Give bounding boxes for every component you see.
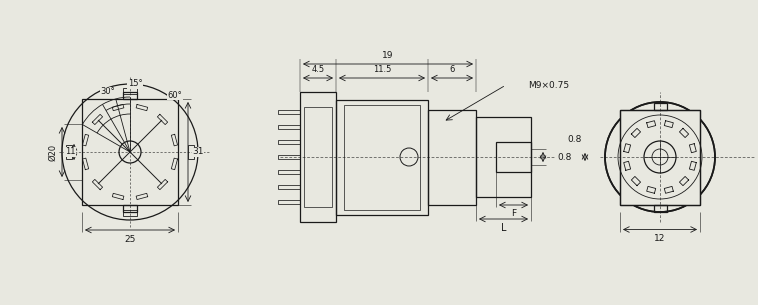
Text: 31: 31 bbox=[193, 148, 204, 156]
Bar bbox=[123, 205, 137, 212]
Text: 30°: 30° bbox=[101, 88, 115, 96]
Text: M9×0.75: M9×0.75 bbox=[528, 81, 569, 89]
Text: 4.5: 4.5 bbox=[312, 66, 324, 74]
Bar bbox=[278, 185, 300, 189]
Bar bbox=[123, 92, 137, 99]
Text: L: L bbox=[501, 223, 506, 233]
Bar bbox=[653, 102, 666, 109]
Text: 60°: 60° bbox=[168, 91, 183, 99]
Text: 12: 12 bbox=[654, 234, 666, 243]
Bar bbox=[496, 142, 531, 172]
Text: 11: 11 bbox=[64, 148, 75, 156]
Circle shape bbox=[605, 102, 715, 212]
Text: 0.8: 0.8 bbox=[557, 152, 572, 162]
Text: 0.8: 0.8 bbox=[568, 135, 582, 143]
Bar bbox=[278, 155, 300, 159]
Bar bbox=[278, 110, 300, 114]
Text: 6: 6 bbox=[449, 66, 455, 74]
Text: F: F bbox=[511, 209, 516, 217]
Bar bbox=[344, 105, 420, 210]
Bar bbox=[653, 204, 666, 211]
Bar bbox=[188, 145, 194, 159]
Bar bbox=[476, 117, 531, 197]
Text: 25: 25 bbox=[124, 235, 136, 243]
Text: 15°: 15° bbox=[127, 80, 143, 88]
Bar bbox=[428, 109, 476, 204]
Text: 11.5: 11.5 bbox=[373, 66, 391, 74]
Bar bbox=[278, 200, 300, 204]
Bar bbox=[304, 107, 332, 207]
Bar bbox=[620, 109, 700, 204]
Text: 19: 19 bbox=[382, 51, 393, 59]
Bar bbox=[82, 99, 178, 205]
Bar bbox=[336, 99, 428, 214]
Bar bbox=[300, 92, 336, 222]
Bar bbox=[123, 88, 137, 94]
Bar bbox=[66, 145, 72, 159]
Bar bbox=[278, 170, 300, 174]
Text: Ø20: Ø20 bbox=[49, 143, 58, 160]
Bar bbox=[123, 210, 137, 216]
Bar bbox=[620, 109, 700, 204]
Bar bbox=[278, 125, 300, 129]
Bar bbox=[278, 140, 300, 144]
